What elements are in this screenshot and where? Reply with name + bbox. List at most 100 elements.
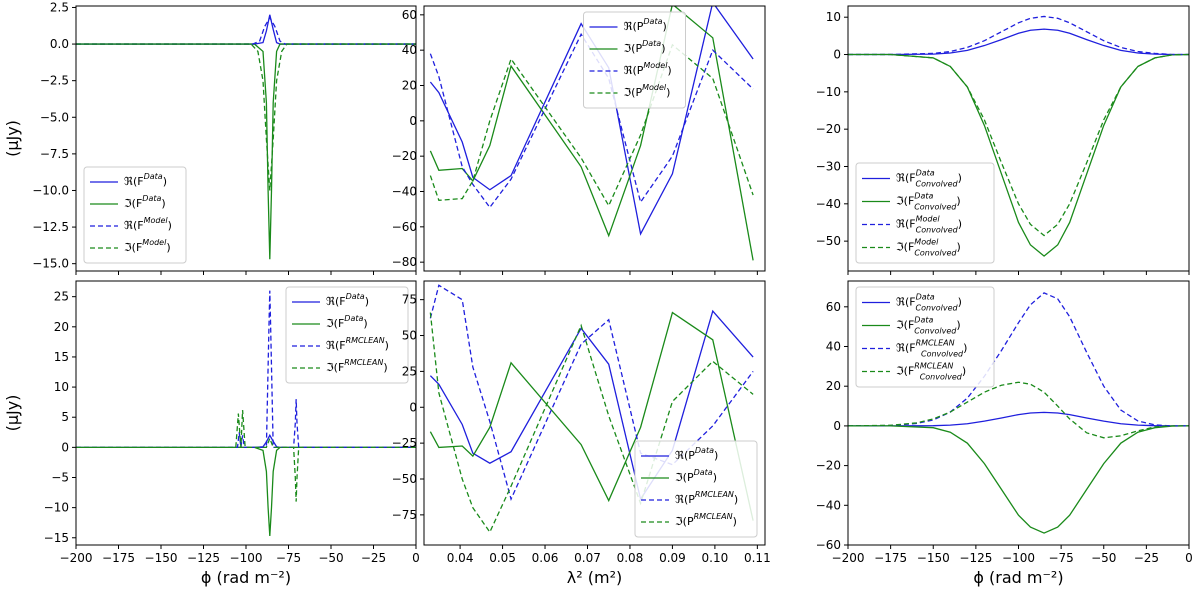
- series-line: [848, 15, 1189, 56]
- legend-frame: [855, 162, 995, 264]
- legend-label: ℜ(FData Convolved): [896, 293, 962, 313]
- y-tick-label: −15: [44, 531, 69, 545]
- y-tick-label: 10: [826, 10, 841, 24]
- x-tick-label: −100: [230, 551, 263, 565]
- y-axis-label: (μJy): [3, 120, 22, 157]
- panel-top-left: −15.0 −12.5 −10.0 −7.5 −5.0 −2.5 0.0 2.5 (μJy) ℜ(…: [3, 0, 417, 275]
- legend-label: ℜ(PModel): [624, 61, 672, 77]
- legend-label: ℑ(FRMCLEAN): [326, 358, 388, 374]
- y-tick-label: −40: [392, 185, 417, 199]
- y-tick-label: 60: [402, 8, 417, 22]
- y-tick-label: 10: [54, 380, 69, 394]
- y-tick-label: −50: [392, 472, 417, 486]
- series-line: [848, 425, 1189, 534]
- x-tick-label: −25: [1134, 551, 1159, 565]
- y-tick-label: 0: [61, 440, 69, 454]
- series-line: [429, 309, 754, 501]
- legend-label: ℜ(PData): [675, 446, 718, 462]
- y-axis-label: (μJy): [3, 395, 22, 432]
- x-tick-label: 0.10: [702, 551, 729, 565]
- y-tick-label: 25: [402, 364, 417, 378]
- legend-label: ℑ(FModel Convolved): [896, 238, 961, 258]
- y-tick-label: −2.5: [40, 74, 69, 88]
- y-tick-label: −5: [51, 470, 69, 484]
- legend-frame: [855, 286, 995, 388]
- legend: ℜ(PData) ℑ(PData) ℜ(PRMCLEAN) ℑ(PRMCLEAN): [634, 440, 758, 538]
- x-tick-label: 0: [1185, 551, 1193, 565]
- series-line: [429, 311, 754, 521]
- y-tick-label: 25: [54, 290, 69, 304]
- y-tick-label: −20: [816, 122, 841, 136]
- y-tick-label: −80: [392, 255, 417, 269]
- legend: ℜ(FData) ℑ(FData) ℜ(FModel) ℑ(FModel): [83, 166, 187, 264]
- x-tick-label: −175: [874, 551, 907, 565]
- series-line: [76, 446, 416, 536]
- y-tick-label: 0: [409, 114, 417, 128]
- series-line: [429, 6, 754, 236]
- legend-label: ℜ(FRMCLEAN): [326, 336, 389, 352]
- panel-bottom-middle: 0.04 0.05 0.06 0.07 0.08 0.09 0.10 0.11 −75 −50 −2…: [392, 280, 771, 587]
- y-tick-label: 20: [826, 379, 841, 393]
- y-tick-label: 50: [402, 329, 417, 343]
- series-line: [429, 312, 754, 534]
- x-tick-label: −200: [60, 551, 93, 565]
- x-tick-label: −125: [187, 551, 220, 565]
- y-tick-label: 75: [402, 293, 417, 307]
- legend-frame: [583, 11, 686, 109]
- y-tick-label: −12.5: [32, 220, 69, 234]
- legend-label: ℑ(PData): [675, 468, 717, 484]
- legend-frame: [285, 286, 409, 384]
- panel-top-right: −50 −40 −30 −20 −10 0 10 ℜ(FData Convolved) ℑ(FDa…: [816, 5, 1190, 275]
- y-tick-label: 2.5: [50, 0, 69, 14]
- x-tick-label: −100: [1002, 551, 1035, 565]
- series-line: [848, 28, 1189, 56]
- series-line: [76, 43, 416, 260]
- legend-label: ℜ(FRMCLEAN Convolved): [896, 339, 967, 359]
- legend-label: ℜ(FModel Convolved): [896, 215, 962, 235]
- legend-label: ℜ(FData Convolved): [896, 169, 962, 189]
- axes-frame: [423, 280, 766, 546]
- x-tick-label: −75: [276, 551, 301, 565]
- series-line: [76, 433, 416, 449]
- legend-label: ℑ(FData Convolved): [896, 316, 961, 336]
- legend-label: ℑ(FData): [326, 314, 368, 330]
- x-tick-label: 0: [412, 551, 420, 565]
- y-tick-label: 40: [402, 43, 417, 57]
- legend-label: ℜ(FData): [326, 292, 369, 308]
- y-tick-label: −5.0: [40, 110, 69, 124]
- x-tick-label: 0.05: [489, 551, 516, 565]
- series-line: [76, 14, 416, 45]
- x-tick-label: 0.09: [659, 551, 686, 565]
- y-tick-label: −50: [816, 234, 841, 248]
- legend-label: ℜ(FModel): [124, 216, 172, 232]
- y-tick-label: −60: [392, 220, 417, 234]
- y-tick-label: −20: [816, 459, 841, 473]
- series-line: [429, 6, 754, 261]
- series-line: [429, 284, 754, 502]
- y-tick-label: −25: [392, 436, 417, 450]
- y-tick-label: −30: [816, 159, 841, 173]
- panel-bottom-left: −200 −175 −150 −125 −100 −75 −50 −25 0−15−10−505…: [3, 280, 420, 587]
- legend-frame: [83, 166, 187, 264]
- y-tick-label: 0.0: [50, 37, 69, 51]
- y-tick-label: 15: [54, 350, 69, 364]
- legend-label: ℑ(PRMCLEAN): [675, 512, 737, 528]
- x-tick-label: −150: [917, 551, 950, 565]
- x-tick-label: −200: [832, 551, 865, 565]
- y-tick-label: 5: [61, 410, 69, 424]
- series-line: [848, 292, 1189, 427]
- x-tick-label: −125: [959, 551, 992, 565]
- y-tick-label: −7.5: [40, 147, 69, 161]
- axes-frame: [423, 5, 766, 272]
- y-tick-label: 0: [833, 48, 841, 62]
- y-tick-label: −15.0: [32, 257, 69, 271]
- x-tick-label: 0.06: [532, 551, 559, 565]
- series-line: [848, 411, 1189, 427]
- y-tick-label: −10: [44, 501, 69, 515]
- x-tick-label: −50: [318, 551, 343, 565]
- x-tick-label: 0.07: [574, 551, 601, 565]
- legend: ℜ(FData) ℑ(FData) ℜ(FRMCLEAN) ℑ(FRMCLEAN): [285, 286, 409, 384]
- legend: ℜ(FData Convolved) ℑ(FData Convolved) ℜ(FMod…: [855, 162, 995, 264]
- legend-label: ℑ(PModel): [624, 83, 671, 99]
